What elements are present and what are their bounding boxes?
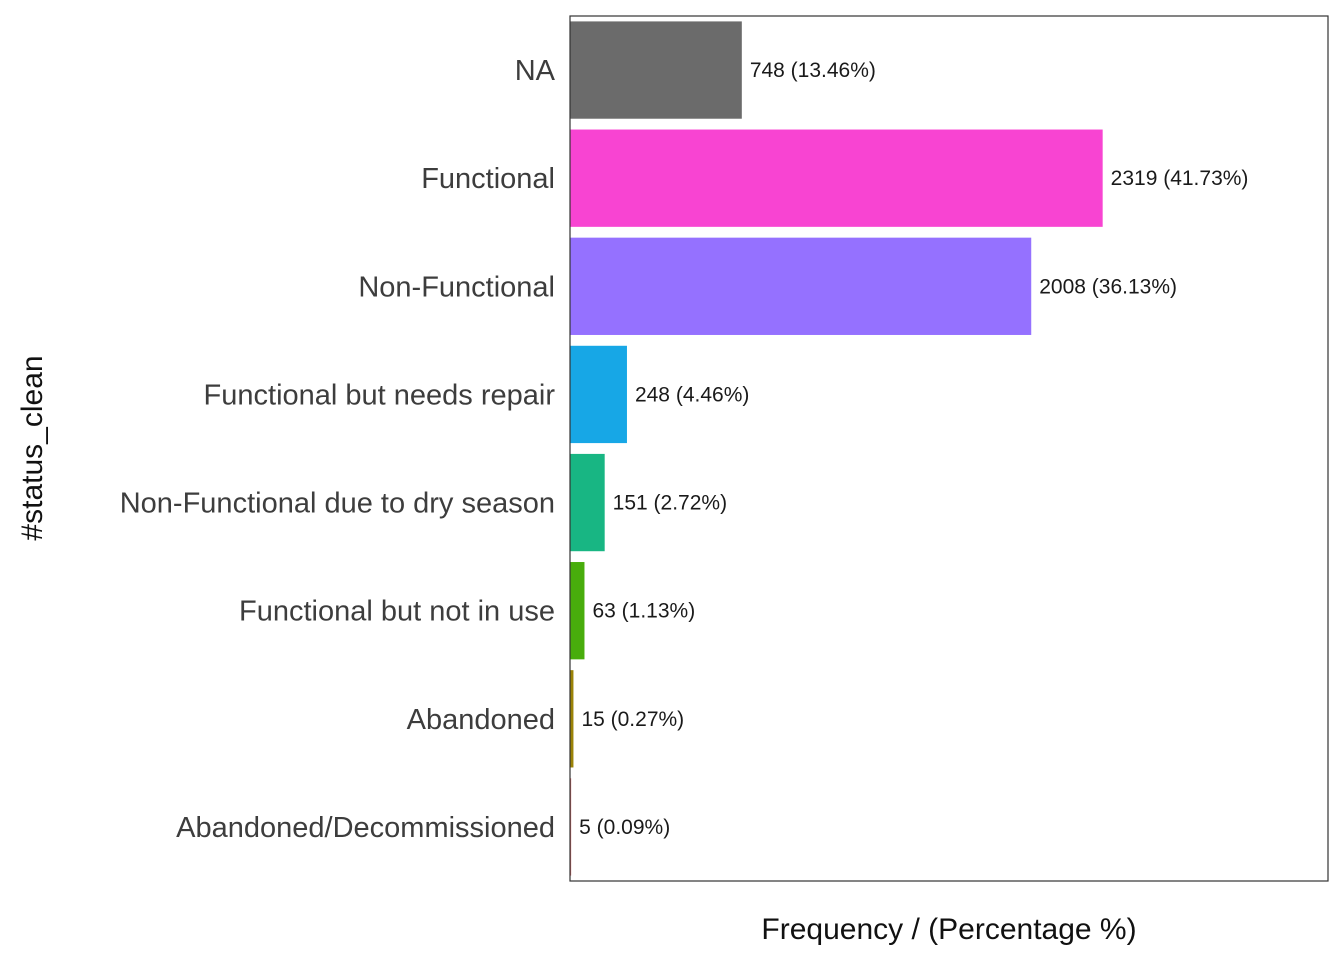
bar-1: [570, 129, 1103, 227]
x-axis-title: Frequency / (Percentage %): [761, 913, 1136, 946]
data-label-2: 2008 (36.13%): [1039, 275, 1177, 298]
data-label-7: 5 (0.09%): [579, 816, 670, 839]
data-label-1: 2319 (41.73%): [1111, 167, 1249, 190]
data-label-3: 248 (4.46%): [635, 383, 749, 406]
category-label-3: Functional but needs repair: [204, 379, 556, 411]
bar-0: [570, 21, 742, 119]
data-labels-group: 748 (13.46%) 2319 (41.73%) 2008 (36.13%) 24…: [579, 59, 1248, 839]
category-label-0: NA: [515, 55, 556, 87]
category-label-6: Abandoned: [407, 704, 555, 736]
plot-panel-border: [569, 15, 1329, 882]
y-axis-title: #status_clean: [16, 355, 49, 540]
category-label-2: Non-Functional: [358, 271, 555, 303]
category-label-5: Functional but not in use: [239, 596, 555, 628]
bar-6: [570, 670, 574, 768]
bar-4: [570, 453, 605, 552]
data-label-5: 63 (1.13%): [592, 600, 695, 623]
category-label-1: Functional: [421, 163, 555, 195]
bars-group: [570, 21, 1103, 876]
data-label-0: 748 (13.46%): [750, 59, 876, 82]
category-labels-group: NA Functional Non-Functional Functional but…: [120, 55, 556, 844]
data-label-4: 151 (2.72%): [613, 492, 727, 515]
category-label-4: Non-Functional due to dry season: [120, 488, 555, 520]
category-label-7: Abandoned/Decommissioned: [176, 812, 555, 844]
bar-2: [570, 237, 1032, 335]
data-label-6: 15 (0.27%): [581, 708, 684, 731]
bar-5: [570, 562, 585, 660]
bar-3: [570, 345, 627, 444]
